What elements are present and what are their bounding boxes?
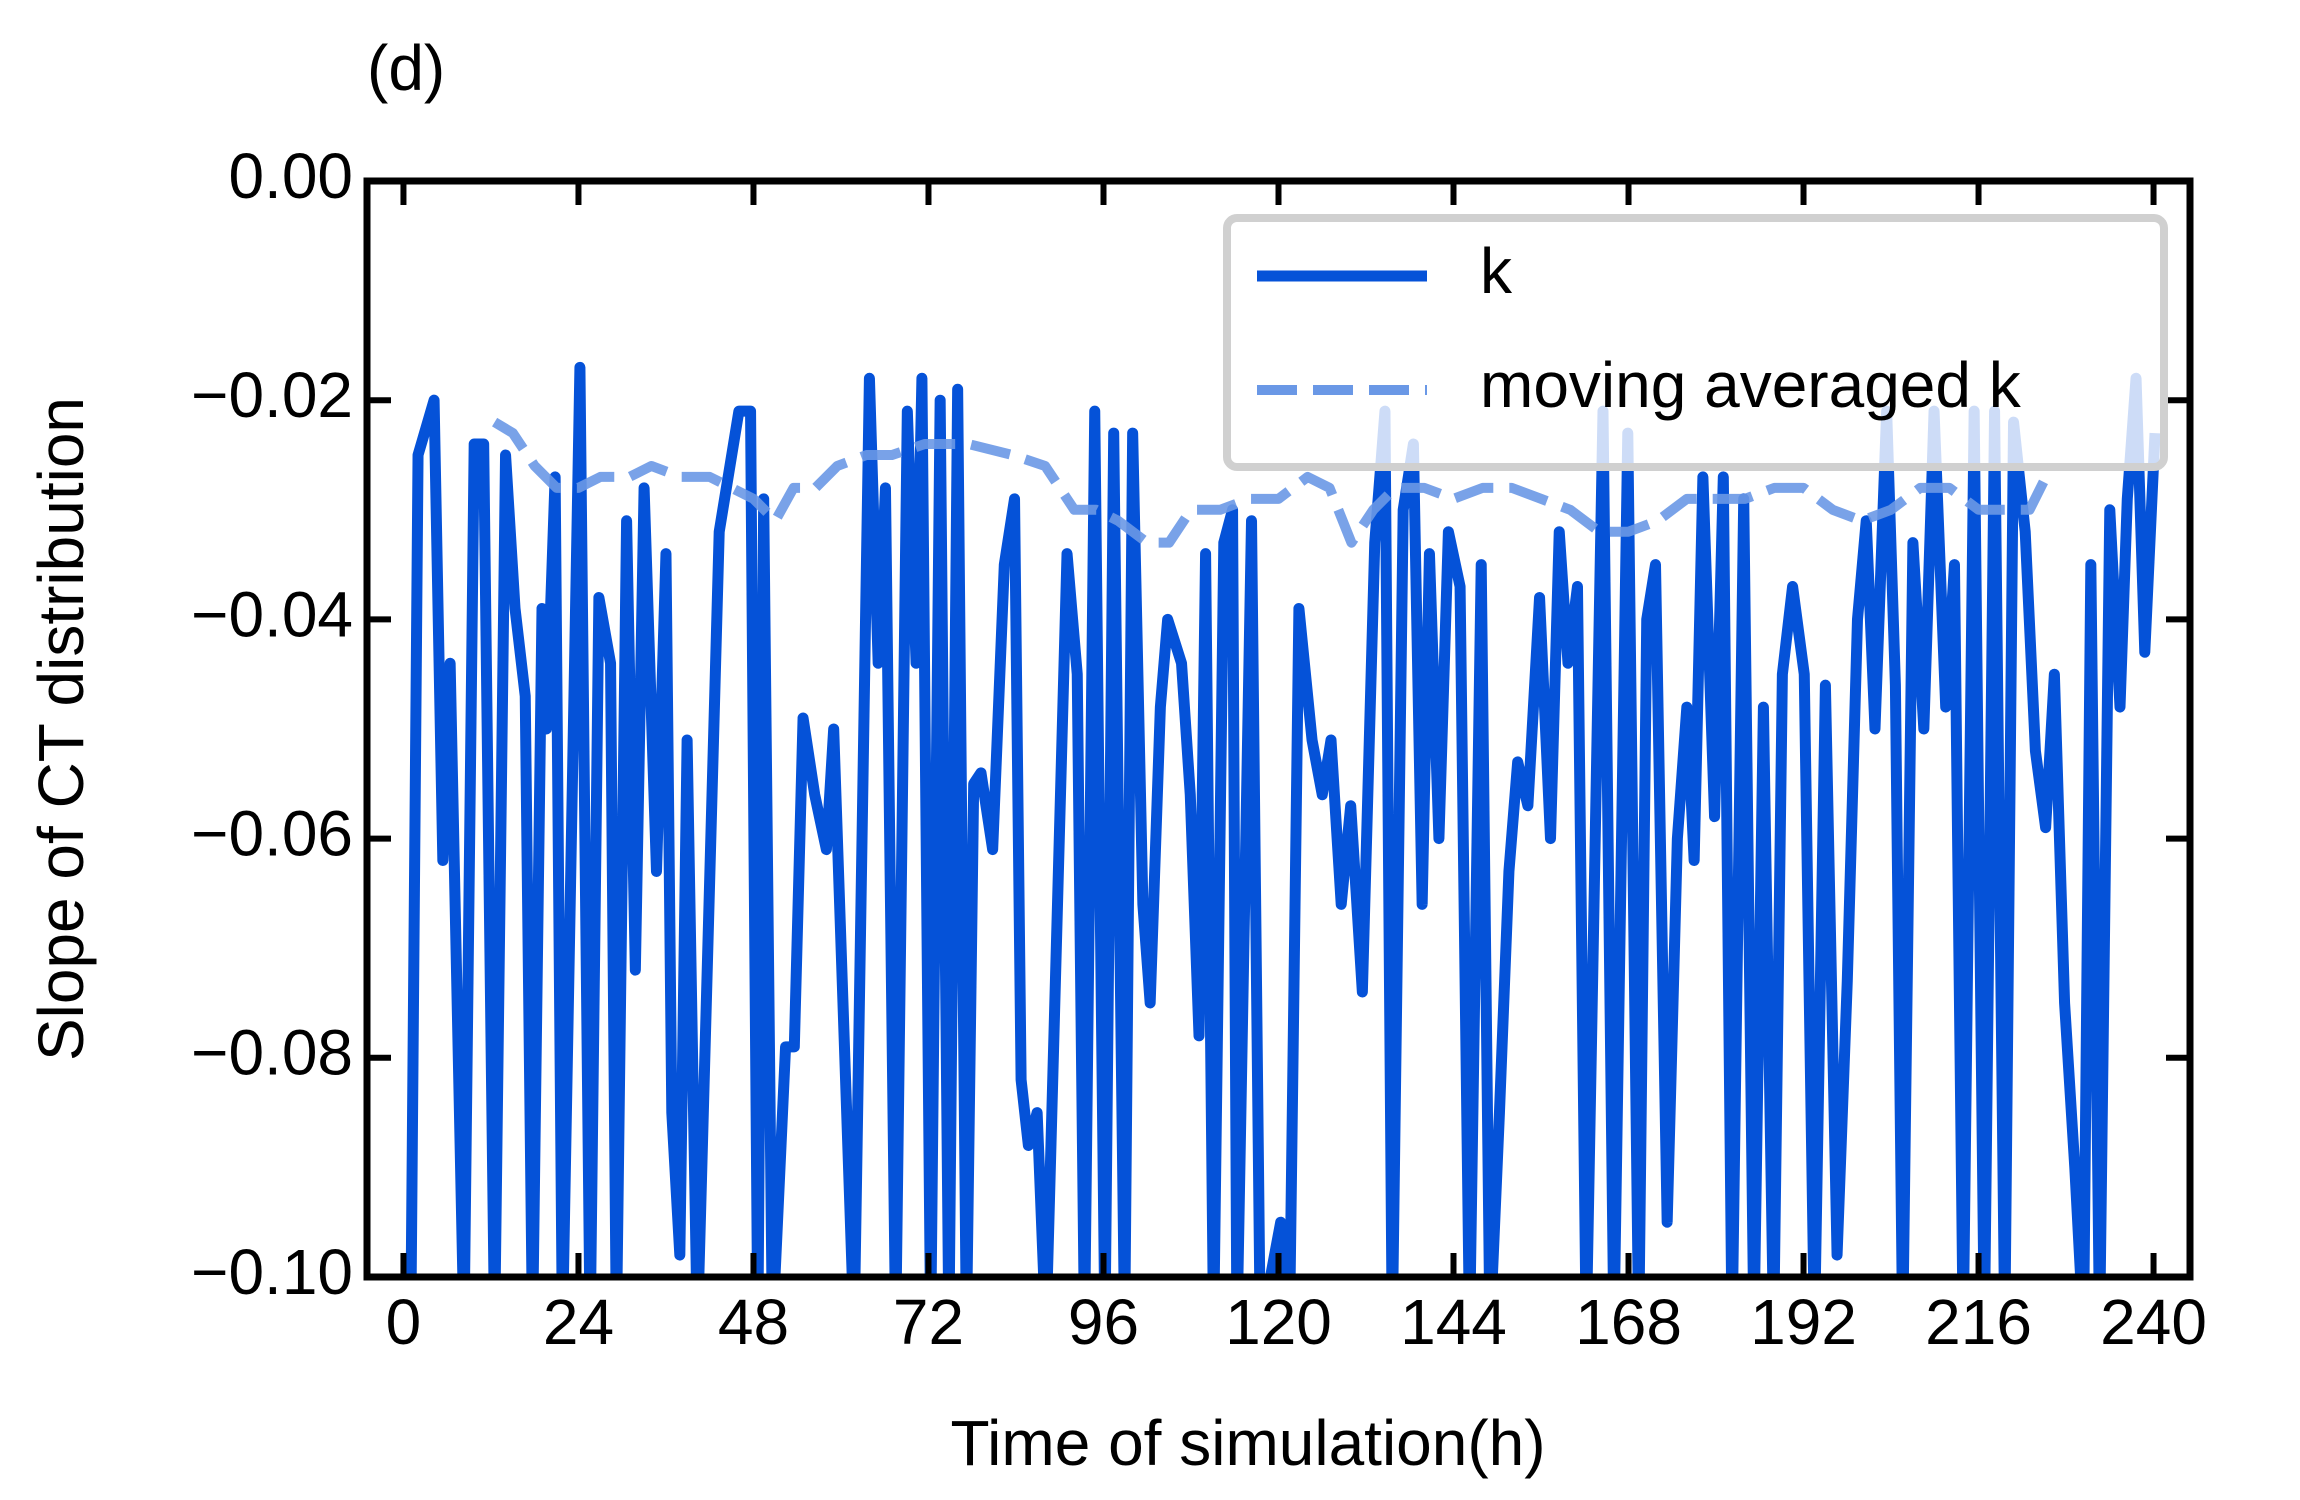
y-tick-label: −0.10 — [191, 1236, 353, 1308]
x-tick-label: 48 — [718, 1286, 789, 1358]
x-axis-label: Time of simulation(h) — [950, 1407, 1545, 1479]
y-tick-label: 0.00 — [228, 140, 353, 212]
x-tick-label: 240 — [2100, 1286, 2207, 1358]
legend-label: moving averaged k — [1480, 349, 2022, 421]
y-tick-label: −0.02 — [191, 359, 353, 431]
y-tick-label: −0.04 — [191, 578, 353, 650]
y-tick-label: −0.06 — [191, 798, 353, 870]
plot-area — [405, 361, 2161, 1277]
x-tick-label: 216 — [1925, 1286, 2032, 1358]
x-tick-label: 24 — [543, 1286, 614, 1358]
x-tick-label: 144 — [1400, 1286, 1507, 1358]
x-tick-label: 120 — [1225, 1286, 1332, 1358]
x-tick-label: 168 — [1575, 1286, 1682, 1358]
legend: k moving averaged k — [1223, 214, 2168, 471]
legend-label: k — [1480, 235, 1513, 307]
moving-average-line — [492, 417, 2056, 548]
data-line — [405, 361, 2161, 1277]
y-axis-label: Slope of CT distribution — [25, 397, 97, 1061]
y-tick-label: −0.08 — [191, 1017, 353, 1089]
legend-box — [1223, 214, 2168, 471]
x-tick-label: 96 — [1068, 1286, 1139, 1358]
x-tick-label: 72 — [893, 1286, 964, 1358]
x-tick-label: 192 — [1750, 1286, 1857, 1358]
chart-title: (d) — [367, 32, 445, 104]
x-tick-label: 0 — [386, 1286, 422, 1358]
axes: 0 24 48 72 96 120 144 168 192 216 240 0.00 −0.02 −0.0… — [191, 140, 2207, 1358]
